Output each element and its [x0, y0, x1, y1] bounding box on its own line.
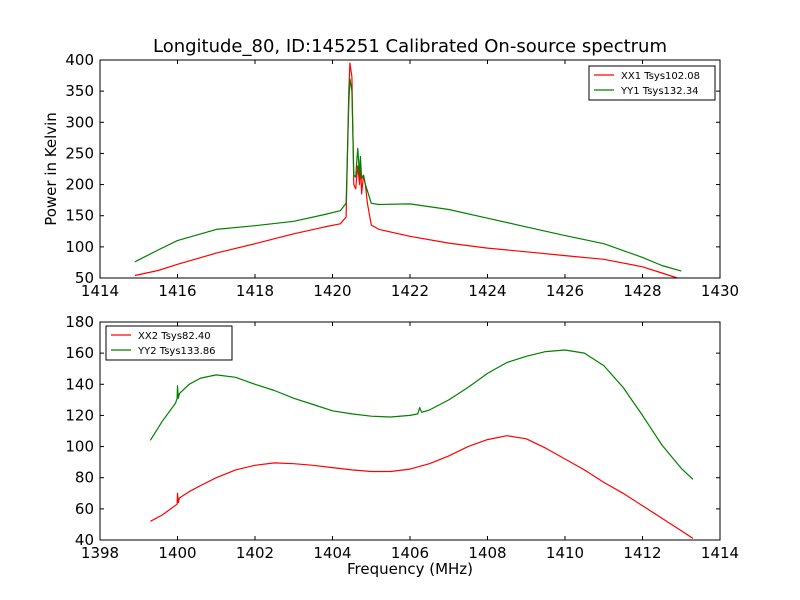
- x-tick-label: 1430: [701, 282, 739, 300]
- y-tick-label: 150: [65, 207, 94, 225]
- legend: XX1 Tsys102.08 YY1 Tsys132.34: [588, 65, 716, 101]
- x-tick-label: 1426: [546, 282, 584, 300]
- bottom-plot: 1398 1400 1402 1404 1406 1408 1410 1412 1414 40 60…: [65, 313, 739, 562]
- chart-title: Longitude_80, ID:145251 Calibrated On-so…: [152, 36, 668, 57]
- y-tick-label: 350: [65, 82, 94, 100]
- x-tick-label: 1420: [313, 282, 351, 300]
- y-tick-label: 40: [75, 531, 94, 549]
- x-tick-label: 1410: [546, 544, 584, 562]
- y-tick-label: 160: [65, 344, 94, 362]
- legend-label-1: XX2 Tsys82.40: [138, 331, 211, 342]
- x-tick-label: 1404: [313, 544, 351, 562]
- y-tick-label: 300: [65, 113, 94, 131]
- series-line-2: [134, 78, 682, 272]
- legend-box: [588, 65, 716, 101]
- x-tick-label: 1402: [236, 544, 274, 562]
- legend-label-2: YY1 Tsys132.34: [620, 86, 699, 97]
- x-tick-label: 1398: [81, 544, 119, 562]
- legend-label-1: XX1 Tsys102.08: [621, 71, 700, 82]
- y-tick-label: 180: [65, 313, 94, 331]
- y-tick-label: 60: [75, 500, 94, 518]
- x-tick-label: 1422: [391, 282, 429, 300]
- x-tick-label: 1400: [158, 544, 196, 562]
- top-plot: 1414 1416 1418 1420 1422 1424 1426 1428 1430 50 10…: [65, 51, 739, 300]
- y-tick-label: 100: [65, 438, 94, 456]
- y-tick-label: 120: [65, 406, 94, 424]
- x-tick-label: 1414: [81, 282, 119, 300]
- y-tick-label: 140: [65, 375, 94, 393]
- legend-label-2: YY2 Tsys133.86: [137, 346, 216, 357]
- y-tick-label: 200: [65, 176, 94, 194]
- x-tick-label: 1416: [158, 282, 196, 300]
- legend-box: [105, 325, 233, 361]
- x-tick-label: 1408: [468, 544, 506, 562]
- x-axis-label: Frequency (MHz): [346, 560, 474, 578]
- y-tick-label: 50: [75, 269, 94, 287]
- series-line-2: [149, 349, 694, 480]
- y-tick-label: 80: [75, 469, 94, 487]
- y-tick-label: 250: [65, 144, 94, 162]
- x-tick-label: 1418: [236, 282, 274, 300]
- legend: XX2 Tsys82.40 YY2 Tsys133.86: [105, 325, 233, 361]
- x-tick-label: 1406: [391, 544, 429, 562]
- y-tick-label: 100: [65, 238, 94, 256]
- y-axis-label: Power in Kelvin: [42, 112, 60, 226]
- x-tick-label: 1412: [623, 544, 661, 562]
- series-line-1: [150, 435, 694, 539]
- x-tick-label: 1414: [701, 544, 739, 562]
- x-tick-label: 1428: [623, 282, 661, 300]
- x-tick-label: 1424: [468, 282, 506, 300]
- y-tick-label: 400: [65, 51, 94, 69]
